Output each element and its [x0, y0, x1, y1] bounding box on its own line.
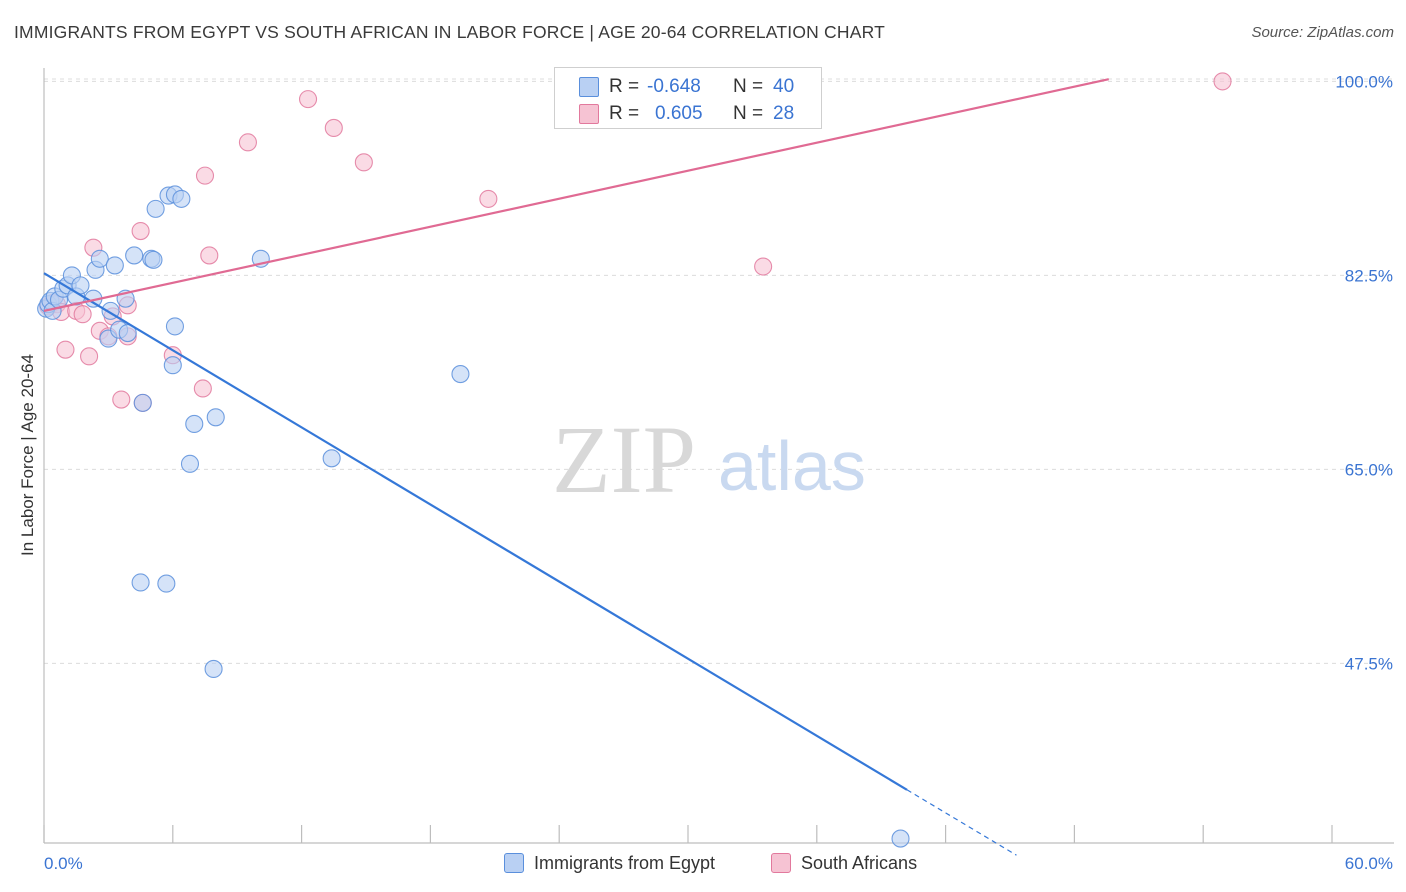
bottom-legend-swatch-south-africans: [771, 853, 791, 873]
legend-n-label: N =: [733, 76, 764, 97]
point-south-africans: [1213, 72, 1232, 91]
bottom-legend-swatch-egypt: [504, 853, 524, 873]
point-south-africans: [238, 133, 257, 152]
point-south-africans: [56, 340, 75, 359]
point-south-africans: [754, 257, 773, 276]
legend-n-value-egypt: 40: [773, 76, 795, 97]
point-egypt: [125, 246, 144, 265]
y-tick-label: 47.5%: [1345, 654, 1393, 673]
point-egypt: [165, 317, 184, 336]
axes: [43, 68, 1394, 844]
y-tick-label: 82.5%: [1345, 266, 1393, 285]
watermark-zip: ZIP: [552, 406, 696, 513]
legend-n-label: N =: [733, 103, 764, 124]
data-points: [37, 72, 1232, 848]
point-south-africans: [195, 166, 215, 185]
legend-n-value-south-africans: 28: [773, 103, 795, 124]
point-egypt: [157, 574, 176, 593]
bottom-legend-label-south-africans: South Africans: [801, 853, 918, 873]
point-egypt: [180, 454, 200, 473]
point-south-africans: [80, 347, 99, 366]
legend-swatch-egypt: [579, 77, 599, 97]
x-tick-label-max: 60.0%: [1345, 854, 1393, 873]
watermark-atlas: atlas: [718, 427, 866, 505]
point-egypt: [451, 365, 470, 384]
trend-line-egypt: [43, 272, 908, 791]
point-south-africans: [479, 189, 498, 208]
point-south-africans: [73, 305, 92, 324]
point-egypt: [163, 356, 182, 375]
correlation-legend: R = -0.648 N = 40 R = 0.605 N = 28: [554, 67, 822, 129]
source-credit: Source: ZipAtlas.com: [1251, 24, 1394, 41]
point-egypt: [105, 256, 124, 275]
point-south-africans: [298, 90, 318, 109]
point-egypt: [144, 250, 163, 269]
point-egypt: [146, 199, 165, 218]
trend-lines: [43, 78, 1109, 856]
point-south-africans: [131, 222, 150, 241]
chart-title: IMMIGRANTS FROM EGYPT VS SOUTH AFRICAN I…: [14, 22, 886, 42]
x-tick-label-min: 0.0%: [44, 854, 83, 873]
y-tick-label: 100.0%: [1335, 72, 1393, 91]
y-tick-label: 65.0%: [1345, 460, 1393, 479]
point-egypt: [172, 189, 191, 208]
legend-r-value-south-africans: 0.605: [655, 103, 703, 124]
legend-swatch-south-africans: [579, 104, 599, 124]
legend-r-value-egypt: -0.648: [647, 76, 701, 97]
trend-line-egypt-extension: [906, 789, 1017, 856]
point-egypt: [206, 408, 225, 427]
legend-r-label: R =: [609, 103, 640, 124]
point-egypt: [891, 829, 910, 848]
point-egypt: [131, 573, 150, 592]
point-egypt: [185, 414, 204, 433]
watermark: ZIP atlas: [552, 406, 866, 513]
trend-line-south-africans: [43, 78, 1109, 312]
legend-r-label: R =: [609, 76, 640, 97]
point-south-africans: [200, 246, 219, 265]
bottom-legend-label-egypt: Immigrants from Egypt: [534, 853, 716, 873]
tick-labels: 47.5% 65.0% 82.5% 100.0% 0.0% 60.0%: [44, 72, 1393, 873]
point-egypt: [322, 449, 341, 468]
point-south-africans: [354, 153, 373, 172]
point-egypt: [133, 393, 152, 412]
point-egypt: [204, 659, 223, 678]
point-egypt: [90, 249, 109, 268]
point-south-africans: [193, 379, 212, 398]
point-south-africans: [324, 118, 343, 138]
point-south-africans: [112, 390, 131, 409]
grid-lines: [44, 78, 1394, 664]
